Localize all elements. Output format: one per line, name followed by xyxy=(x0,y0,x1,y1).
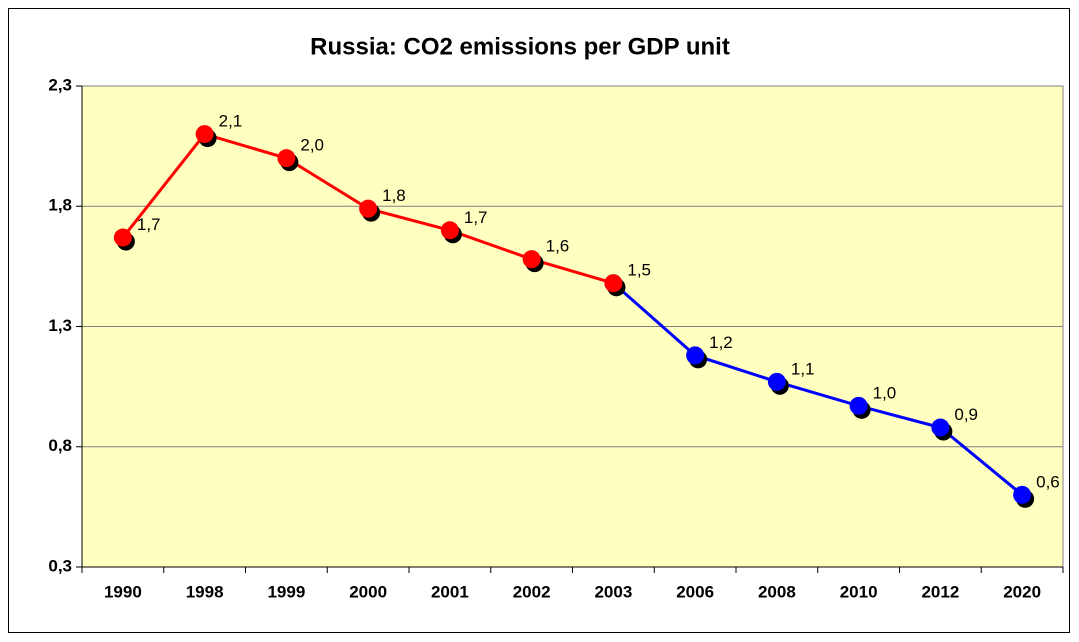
marker xyxy=(359,199,378,218)
x-tick-label: 2012 xyxy=(921,582,959,601)
data-label: 0,9 xyxy=(954,405,978,424)
x-tick-label: 1990 xyxy=(104,582,142,601)
chart-title: Russia: CO2 emissions per GDP unit xyxy=(310,33,730,60)
marker xyxy=(686,346,705,365)
x-tick-label: 2008 xyxy=(758,582,796,601)
y-tick-label: 1,8 xyxy=(48,196,72,215)
data-label: 1,6 xyxy=(546,237,570,256)
y-tick-label: 2,3 xyxy=(48,75,72,94)
x-tick-label: 2002 xyxy=(513,582,551,601)
marker xyxy=(767,372,786,391)
marker xyxy=(195,125,214,144)
marker xyxy=(604,274,623,293)
x-tick-label: 1999 xyxy=(267,582,305,601)
x-tick-label: 2006 xyxy=(676,582,714,601)
marker xyxy=(113,228,132,247)
data-label: 1,5 xyxy=(627,261,651,280)
x-tick-label: 2000 xyxy=(349,582,387,601)
data-label: 1,2 xyxy=(709,333,733,352)
x-tick-label: 2001 xyxy=(431,582,469,601)
data-label: 2,1 xyxy=(219,112,243,131)
series-line xyxy=(612,282,1024,497)
marker xyxy=(440,221,459,240)
x-tick-label: 2003 xyxy=(594,582,632,601)
marker xyxy=(931,418,950,437)
x-tick-label: 2020 xyxy=(1003,582,1041,601)
x-tick-label: 1998 xyxy=(186,582,224,601)
data-label: 2,0 xyxy=(300,136,324,155)
data-label: 1,0 xyxy=(873,383,897,402)
marker xyxy=(522,250,541,269)
data-label: 0,6 xyxy=(1036,472,1060,491)
marker xyxy=(849,396,868,415)
data-label: 1,7 xyxy=(464,208,488,227)
y-tick-label: 0,3 xyxy=(48,556,72,575)
y-tick-label: 0,8 xyxy=(48,436,72,455)
data-label: 1,8 xyxy=(382,186,406,205)
data-label: 1,1 xyxy=(791,359,815,378)
y-tick-label: 1,3 xyxy=(48,316,72,335)
x-tick-label: 2010 xyxy=(840,582,878,601)
marker xyxy=(1013,485,1032,504)
marker xyxy=(277,149,296,168)
data-label: 1,7 xyxy=(137,215,161,234)
